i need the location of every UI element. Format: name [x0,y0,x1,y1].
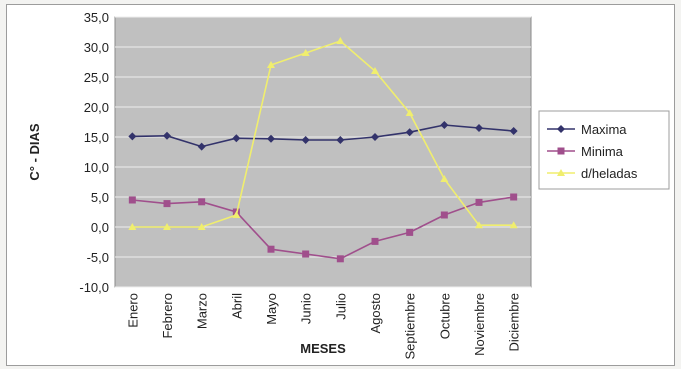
y-tick-label: 10,0 [84,160,109,175]
x-tick-label: Septiembre [403,293,418,359]
x-tick-label: Abril [229,293,244,319]
data-point [440,211,448,219]
x-tick-label: Junio [299,293,314,324]
y-tick-label: 30,0 [84,40,109,55]
series-0 [128,121,518,151]
data-point [163,223,171,230]
series-1 [128,193,518,263]
x-tick-label: Julio [333,293,348,320]
y-tick-label: 5,0 [91,190,109,205]
data-point [475,124,483,132]
data-point [301,49,310,56]
x-tick-label: Diciembre [507,293,522,352]
data-point [197,142,206,151]
x-tick-label: Noviembre [472,293,487,356]
chart-frame: -10,0 -5,0 0,0 5,0 10,0 15,0 20,0 25,0 30,0 35,0 … [6,4,675,366]
data-point [406,228,414,236]
data-point [267,134,275,143]
data-point [301,136,310,144]
legend-label: Maxima [581,122,627,137]
data-point [232,134,241,143]
data-point [267,61,275,68]
y-tick-label: 25,0 [84,70,109,85]
legend-marker [557,125,565,133]
series-2 [128,37,518,230]
series-line [132,196,514,260]
data-point [440,175,449,182]
legend-marker [557,169,565,176]
plot-area [114,16,532,288]
data-point [163,200,171,208]
data-point [405,109,414,116]
x-tick-label: Agosto [368,293,383,333]
x-axis-ticks: Enero Febrero Marzo Abril Mayo Junio Julio Agos… [125,293,521,360]
y-tick-label: 0,0 [91,220,109,235]
y-tick-label: 20,0 [84,100,109,115]
x-tick-label: Mayo [264,293,279,325]
data-point [509,221,518,229]
x-tick-label: Marzo [195,293,210,329]
y-tick-label: 35,0 [84,10,109,25]
data-point [128,223,137,230]
x-tick-label: Enero [125,293,140,328]
series-line [132,124,514,148]
line-chart: -10,0-5,00,05,010,015,020,025,030,035,0 … [27,10,670,360]
series-line [132,40,514,228]
y-tick-label: 15,0 [84,130,109,145]
legend-marker [557,147,565,155]
data-point [510,193,518,201]
y-tick-label: -5,0 [87,250,109,265]
x-tick-label: Octubre [437,293,452,339]
data-point [371,237,379,245]
x-tick-label: Febrero [160,293,175,339]
data-point [336,136,345,144]
series-layer [128,37,518,263]
x-axis-title: MESES [300,341,346,356]
legend-label: d/heladas [581,166,638,181]
legend-label: Minima [581,144,624,159]
legend: Maxima Minima d/heladas [538,110,670,190]
data-point [405,128,414,137]
data-point [128,132,137,141]
data-point [302,250,310,258]
data-point [475,221,483,229]
data-point [475,198,483,206]
y-axis-ticks: -10,0 -5,0 0,0 5,0 10,0 15,0 20,0 25,0 30,0 35,0 [79,10,109,295]
data-point [336,255,344,263]
data-point [440,121,449,129]
y-tick-label: -10,0 [79,280,109,295]
data-point [267,245,275,253]
data-point [371,67,379,74]
data-point [371,133,379,141]
data-point [336,37,345,44]
data-point [197,223,206,230]
y-axis-title: C° - DIAS [27,123,42,181]
data-point [128,196,136,204]
data-point [509,127,518,135]
data-point [198,198,206,206]
data-point [163,131,171,140]
data-point [232,211,241,218]
